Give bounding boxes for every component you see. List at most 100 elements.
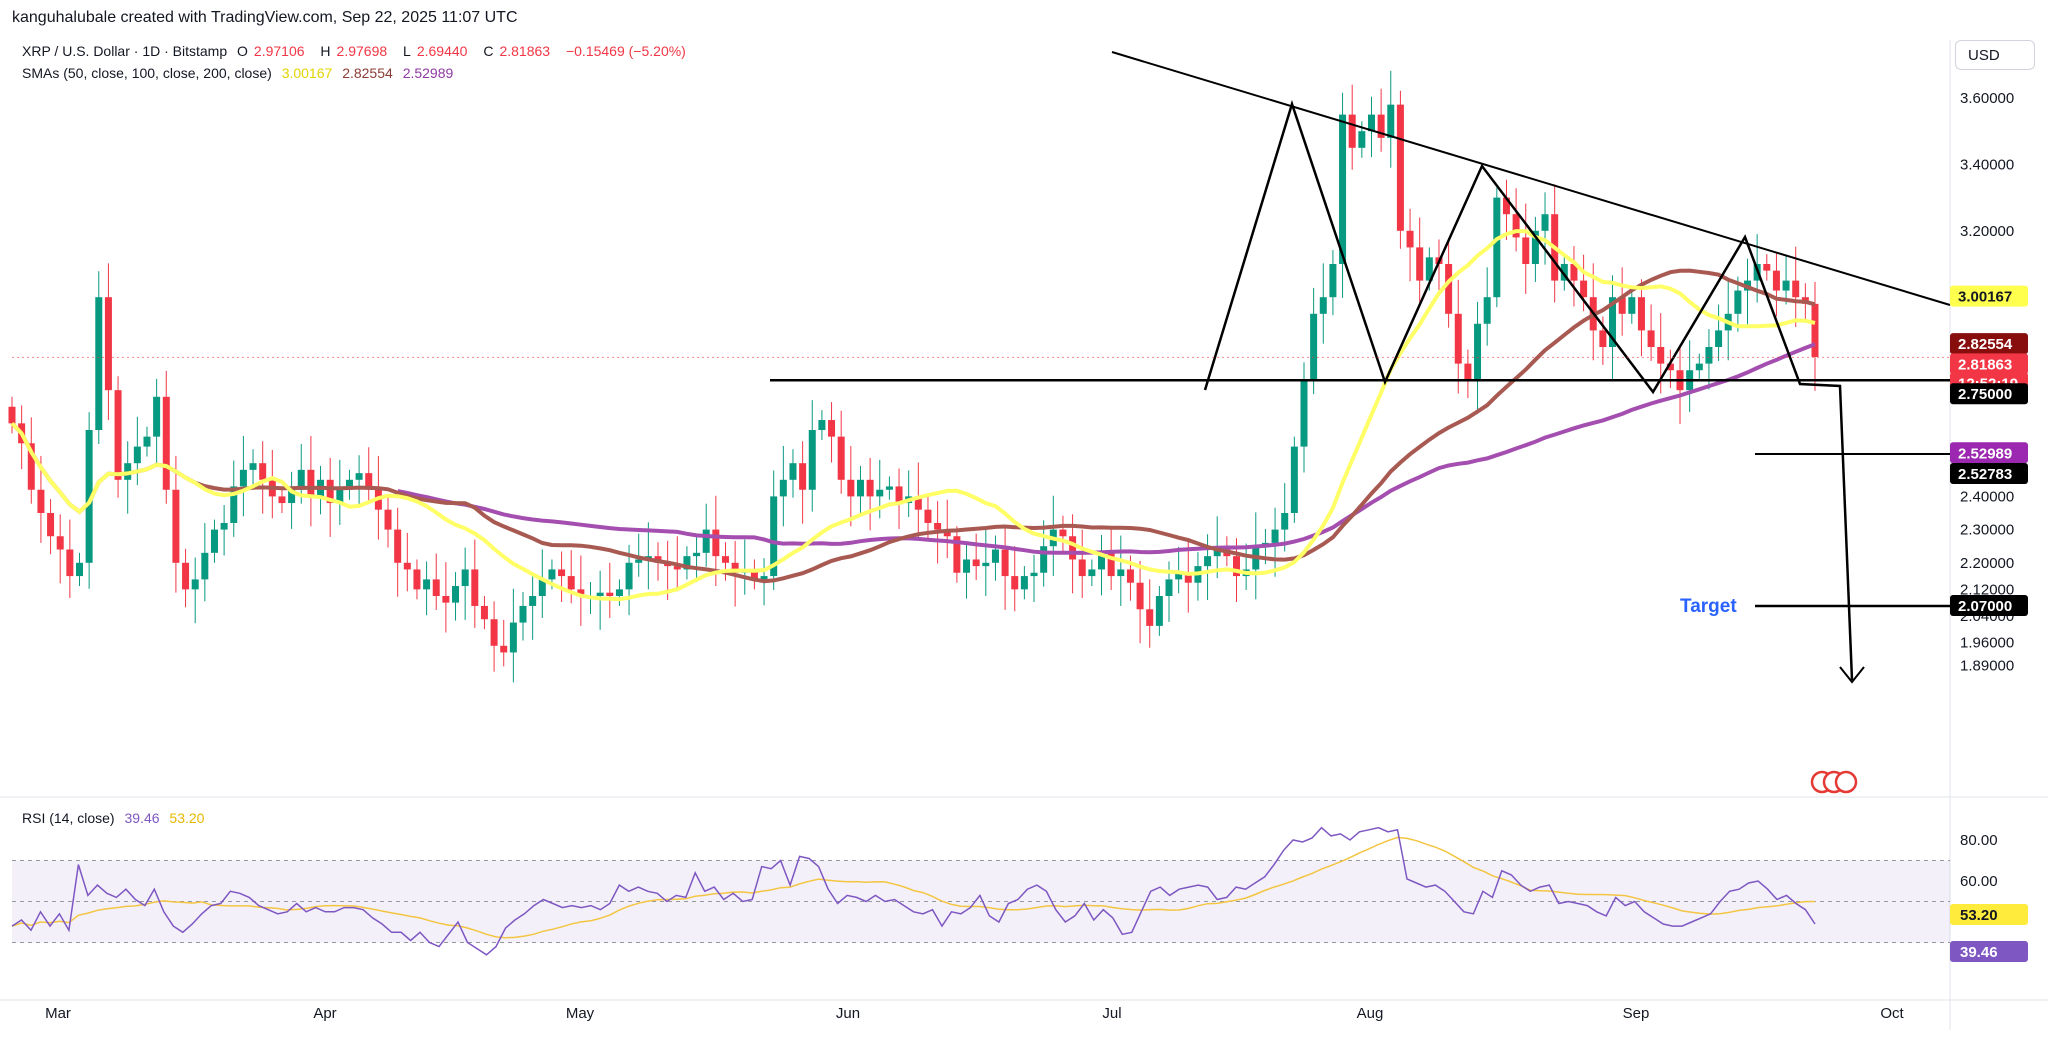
time-tick-label: Sep <box>1623 1005 1650 1022</box>
candle-body <box>895 486 903 504</box>
candle-body <box>1098 552 1106 570</box>
candle-body <box>1454 313 1462 364</box>
candle-body <box>1232 556 1240 577</box>
rsi-tag-label: 39.46 <box>1960 944 1998 961</box>
price-tag: 2.52783 <box>1950 462 2028 484</box>
candle-body <box>1522 237 1530 264</box>
candle-body <box>953 536 961 573</box>
candle-body <box>27 443 35 490</box>
candle-body <box>162 396 170 490</box>
close-number: 2.81863 <box>499 43 551 59</box>
candle-body <box>567 576 575 590</box>
candle-body <box>104 297 112 391</box>
descending-trendline[interactable] <box>1111 51 1951 306</box>
time-tick-label: Jul <box>1102 1005 1121 1022</box>
candle-body <box>394 529 402 563</box>
candle-body <box>876 489 884 497</box>
candle-body <box>529 596 537 606</box>
candle-body <box>1483 297 1491 324</box>
candle-body <box>1570 264 1578 281</box>
close-label: C <box>483 43 494 59</box>
candle-body <box>1136 582 1144 610</box>
candle-body <box>471 569 479 606</box>
candle-body <box>558 569 566 577</box>
price-tag: 2.81863 <box>1950 353 2028 375</box>
candle-body <box>1030 572 1038 577</box>
candle-body <box>1117 569 1125 577</box>
candle-body <box>345 479 353 490</box>
event-flags-icon[interactable] <box>1810 770 1858 794</box>
rsi-price-tag: 39.46 <box>1950 941 2028 962</box>
pattern-zigzag[interactable] <box>1203 99 1854 681</box>
candle-body <box>56 536 64 550</box>
candle-body <box>721 556 729 563</box>
candle-body <box>288 489 296 504</box>
candle-body <box>1647 330 1655 347</box>
candle-body <box>1146 609 1154 626</box>
time-tick-label: Mar <box>45 1005 71 1022</box>
candle-body <box>615 589 623 596</box>
currency-selector[interactable]: USD <box>1955 40 2035 70</box>
price-tag: 2.82554 <box>1950 333 2028 355</box>
candle-body <box>1715 330 1723 347</box>
candle-body <box>1348 114 1356 148</box>
candle-body <box>1695 363 1703 371</box>
candle-body <box>249 463 257 470</box>
candle-body <box>432 579 440 596</box>
rsi-line <box>11 826 1816 956</box>
candle-body <box>365 473 373 490</box>
price-tick-label: 2.12000 <box>1960 581 2014 598</box>
open-label: O <box>237 43 248 59</box>
candle-body <box>230 486 238 523</box>
candle-body <box>789 463 797 480</box>
candle-body <box>1281 513 1289 530</box>
candle-body <box>1059 529 1067 537</box>
open-value: O 2.97106 <box>237 43 311 59</box>
candle-body <box>1271 529 1279 543</box>
candle-body <box>153 396 161 437</box>
time-tick-label: Aug <box>1357 1005 1384 1022</box>
time-tick-label: Apr <box>313 1005 336 1022</box>
candle-body <box>85 430 93 563</box>
time-tick-label: Jun <box>836 1005 860 1022</box>
candle-body <box>808 430 816 490</box>
candle-body <box>1126 569 1134 583</box>
main-pane <box>0 40 1960 795</box>
candle-body <box>1175 572 1183 580</box>
candle-body <box>8 406 16 424</box>
high-number: 2.97698 <box>336 43 388 59</box>
price-tag-label: 2.07000 <box>1958 598 2012 615</box>
candle-body <box>1493 197 1501 298</box>
candle-body <box>538 579 546 596</box>
candle-body <box>1416 247 1424 281</box>
event-flag-icon[interactable] <box>1834 770 1858 794</box>
candle-body <box>943 529 951 537</box>
candle-body <box>1657 347 1665 364</box>
candle-body <box>1387 104 1395 138</box>
rsi-price-tag: 53.20 <box>1950 904 2028 925</box>
candle-body <box>47 513 55 537</box>
price-tick-label: 3.20000 <box>1960 223 2014 240</box>
sma-label: SMAs (50, close, 100, close, 200, close) <box>22 65 272 81</box>
close-value: C 2.81863 <box>483 43 556 59</box>
candle-body <box>847 479 855 497</box>
high-label: H <box>320 43 331 59</box>
candle-body <box>683 556 691 570</box>
candle-body <box>712 529 720 557</box>
rsi-tag-bg <box>1950 904 2028 925</box>
target-arrowhead <box>1839 666 1865 684</box>
rsi-ma-value: 53.20 <box>169 810 205 826</box>
price-tag-bg <box>1950 383 2028 405</box>
price-tag-bg <box>1950 353 2028 375</box>
candle-body <box>1020 576 1028 590</box>
candle-body <box>1367 114 1375 132</box>
candle-body <box>991 549 999 563</box>
candle-body <box>1512 214 1520 238</box>
price-tag: 2.75000 <box>1950 383 2028 405</box>
candle-body <box>1637 297 1645 331</box>
price-tag-label: 2.52989 <box>1958 445 2012 462</box>
candle-body <box>75 562 83 577</box>
candle-body <box>818 420 826 430</box>
candle-body <box>1445 264 1453 314</box>
candle-body <box>133 446 141 464</box>
